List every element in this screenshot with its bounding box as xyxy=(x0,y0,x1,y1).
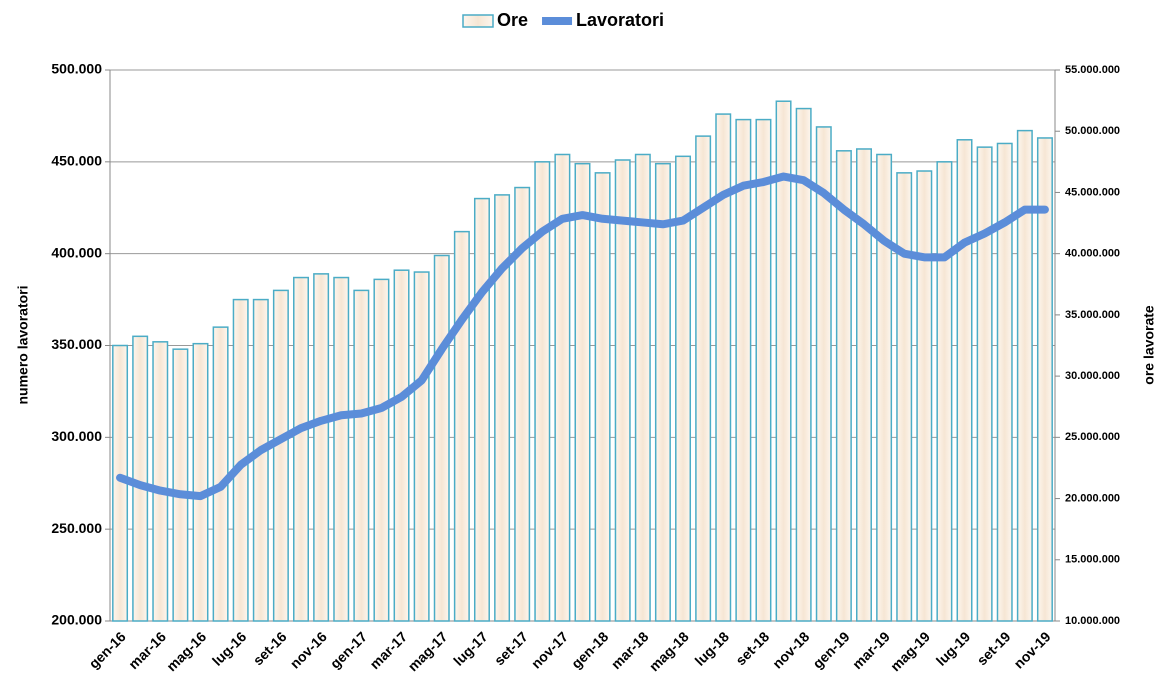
bar xyxy=(755,118,772,622)
y2-tick-label: 25.000.000 xyxy=(1065,431,1120,443)
bar xyxy=(272,289,289,622)
x-tick-label: mag-16 xyxy=(163,628,209,674)
x-tick-label: mar-18 xyxy=(608,628,652,672)
legend-swatch xyxy=(462,14,494,28)
y-tick-label: 450.000 xyxy=(51,153,102,169)
bar xyxy=(574,162,591,622)
bar xyxy=(715,113,732,622)
bar xyxy=(333,276,350,622)
bar xyxy=(896,172,913,622)
bar xyxy=(353,289,370,622)
x-tick-label: gen-18 xyxy=(568,628,611,671)
bar xyxy=(876,153,893,622)
bar xyxy=(373,278,390,622)
legend-swatch xyxy=(542,17,573,25)
y-tick-label: 500.000 xyxy=(51,61,102,77)
bar xyxy=(1016,129,1033,622)
bar xyxy=(795,107,812,622)
bar xyxy=(252,298,269,622)
bar xyxy=(192,342,209,622)
x-tick-label: nov-19 xyxy=(1010,628,1053,671)
x-tick-label: nov-18 xyxy=(769,628,812,671)
y-tick-label: 300.000 xyxy=(51,428,102,444)
bar xyxy=(775,100,792,622)
bar xyxy=(815,126,832,622)
x-tick-label: set-19 xyxy=(974,628,1014,668)
x-tick-label: mag-19 xyxy=(887,628,933,674)
x-tick-label: mar-16 xyxy=(125,628,169,672)
legend-label: Lavoratori xyxy=(576,10,664,30)
bar xyxy=(534,161,551,622)
bar xyxy=(936,161,953,622)
y2-tick-label: 50.000.000 xyxy=(1065,125,1120,137)
bar xyxy=(996,142,1013,622)
y2-axis-title: ore lavorate xyxy=(1141,305,1157,385)
x-tick-label: set-18 xyxy=(732,628,772,668)
bar xyxy=(172,348,189,622)
bar xyxy=(313,273,330,622)
x-tick-label: gen-19 xyxy=(809,628,852,671)
bar xyxy=(614,159,631,622)
y2-tick-label: 10.000.000 xyxy=(1065,615,1120,627)
y-tick-label: 400.000 xyxy=(51,244,102,260)
x-tick-label: lug-16 xyxy=(209,628,250,669)
bar xyxy=(594,172,611,622)
y2-tick-label: 55.000.000 xyxy=(1065,64,1120,76)
x-tick-label: lug-18 xyxy=(692,628,733,669)
bar xyxy=(1036,137,1053,622)
bar xyxy=(675,155,692,622)
bar xyxy=(916,170,933,622)
bar xyxy=(413,271,430,622)
y2-tick-label: 35.000.000 xyxy=(1065,309,1120,321)
x-tick-label: gen-17 xyxy=(327,628,370,671)
y2-tick-label: 20.000.000 xyxy=(1065,492,1120,504)
x-tick-label: lug-19 xyxy=(933,628,974,669)
y-tick-label: 200.000 xyxy=(51,612,102,628)
x-tick-label: mag-17 xyxy=(405,628,451,674)
bar xyxy=(735,118,752,622)
bar xyxy=(453,230,470,622)
bar xyxy=(976,146,993,622)
y2-tick-label: 45.000.000 xyxy=(1065,186,1120,198)
x-tick-label: set-16 xyxy=(250,628,290,668)
x-tick-label: lug-17 xyxy=(450,628,491,669)
x-tick-label: nov-17 xyxy=(528,628,571,671)
bar xyxy=(856,148,872,622)
bar xyxy=(212,326,229,622)
bar xyxy=(835,150,852,622)
x-tick-label: mar-17 xyxy=(366,628,410,672)
bar xyxy=(634,153,651,622)
bar xyxy=(956,139,973,622)
line xyxy=(116,172,1049,501)
x-tick-label: mag-18 xyxy=(646,628,692,674)
bar xyxy=(695,135,712,622)
y-tick-label: 350.000 xyxy=(51,336,102,352)
x-tick-label: set-17 xyxy=(491,628,531,668)
legend-label: Ore xyxy=(497,10,528,30)
bar xyxy=(494,194,511,622)
bar xyxy=(473,197,490,622)
bar xyxy=(152,341,169,622)
bar xyxy=(554,153,571,622)
y2-tick-label: 40.000.000 xyxy=(1065,248,1120,260)
bar xyxy=(654,162,671,622)
x-tick-label: mar-19 xyxy=(849,628,893,672)
bar xyxy=(293,276,309,622)
y2-tick-label: 15.000.000 xyxy=(1065,554,1120,566)
y-axis-title: numero lavoratori xyxy=(15,285,31,404)
y-tick-label: 250.000 xyxy=(51,520,102,536)
bar xyxy=(514,186,531,622)
bar xyxy=(132,335,149,622)
x-tick-label: nov-16 xyxy=(287,628,330,671)
bar xyxy=(393,269,410,622)
bar xyxy=(433,254,450,622)
y2-tick-label: 30.000.000 xyxy=(1065,370,1120,382)
x-tick-label: gen-16 xyxy=(86,628,129,671)
